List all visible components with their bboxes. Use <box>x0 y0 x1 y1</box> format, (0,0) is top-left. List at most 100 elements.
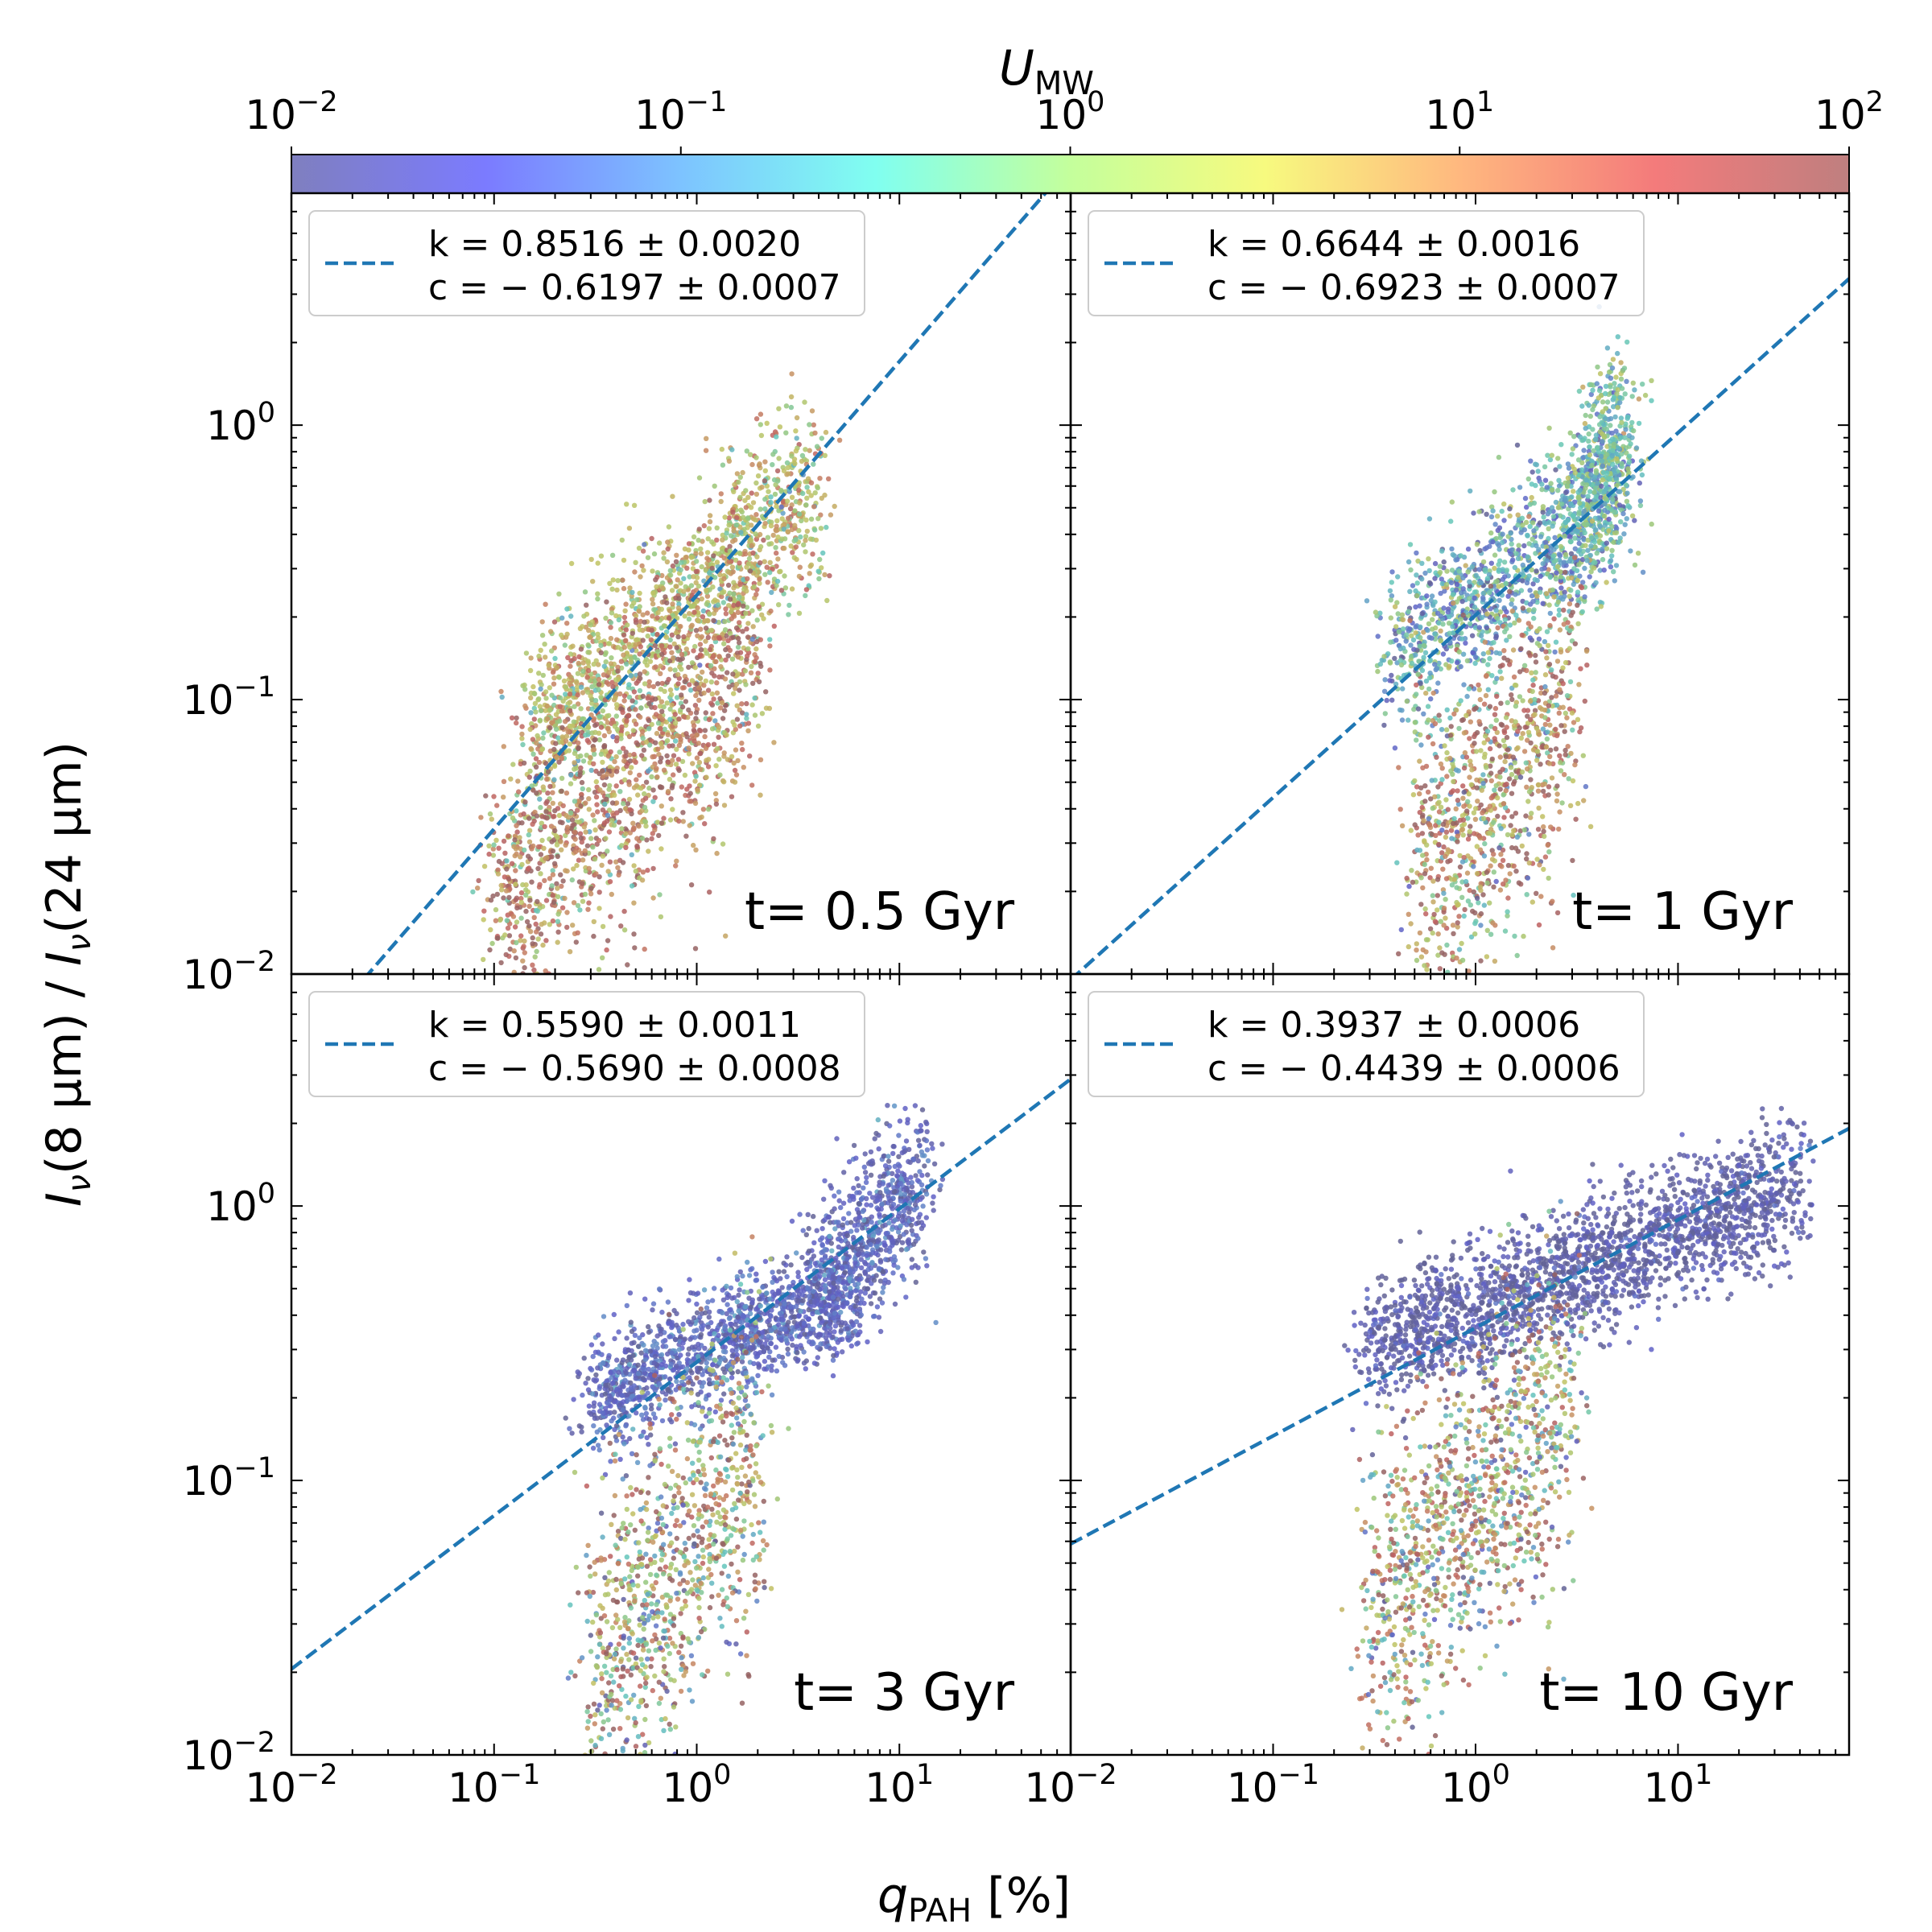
scatter-point-0 <box>1496 543 1502 548</box>
scatter-point-0 <box>1637 498 1644 504</box>
scatter-point-1 <box>749 663 754 670</box>
scatter-point-2 <box>1484 954 1490 960</box>
scatter-point-1 <box>763 689 769 695</box>
scatter-point-0 <box>679 559 684 565</box>
scatter-point-0 <box>1426 675 1433 681</box>
scatter-point-1 <box>708 627 715 634</box>
scatter-point-1 <box>755 723 762 729</box>
scatter-point-0 <box>762 559 767 564</box>
scatter-point-1 <box>632 945 638 951</box>
scatter-point-0 <box>1456 568 1463 574</box>
scatter-point-1 <box>562 895 568 902</box>
scatter-point-0 <box>1414 592 1420 599</box>
scatter-point-0 <box>1473 654 1479 660</box>
scatter-point-0 <box>1640 569 1646 575</box>
scatter-point-1 <box>650 683 657 690</box>
scatter-point-1 <box>735 758 741 764</box>
scatter-point-1 <box>597 787 603 793</box>
scatter-point-1 <box>705 764 712 770</box>
scatter-point-1 <box>1649 398 1654 403</box>
scatter-point-1 <box>535 985 540 989</box>
scatter-point-0 <box>768 523 774 529</box>
scatter-point-0 <box>1582 594 1587 600</box>
scatter-point-0 <box>588 556 594 563</box>
scatter-point-1 <box>654 649 661 654</box>
scatter-point-1 <box>715 745 720 752</box>
scatter-point-1 <box>637 651 642 657</box>
scatter-point-1 <box>1615 334 1621 340</box>
scatter-point-0 <box>1629 513 1636 518</box>
scatter-point-1 <box>605 869 611 874</box>
scatter-point-1 <box>493 918 499 923</box>
scatter-point-1 <box>1586 438 1591 444</box>
scatter-point-0 <box>793 537 799 543</box>
scatter-point-0 <box>1540 601 1546 606</box>
scatter-point-0 <box>1524 504 1530 510</box>
scatter-point-0 <box>1556 612 1562 618</box>
scatter-point-0 <box>621 632 627 638</box>
scatter-point-0 <box>637 687 643 694</box>
scatter-point-1 <box>737 687 742 693</box>
scatter-point-0 <box>663 634 670 640</box>
scatter-point-1 <box>711 553 716 559</box>
scatter-point-0 <box>674 695 680 700</box>
scatter-point-1 <box>1575 577 1581 584</box>
scatter-point-0 <box>1485 650 1492 655</box>
scatter-point-0 <box>1425 627 1430 634</box>
scatter-point-0 <box>1418 647 1424 653</box>
scatter-point-1 <box>665 732 671 737</box>
scatter-point-1 <box>1576 540 1582 547</box>
scatter-point-1 <box>1601 422 1607 427</box>
scatter-point-1 <box>699 634 704 640</box>
scatter-point-0 <box>707 513 713 518</box>
scatter-point-1 <box>588 634 593 640</box>
scatter-point-2 <box>1468 934 1475 940</box>
scatter-point-1 <box>650 823 657 829</box>
scatter-point-1 <box>586 865 592 872</box>
scatter-point-1 <box>572 849 579 855</box>
scatter-point-1 <box>1571 513 1576 518</box>
scatter-point-0 <box>1421 711 1426 716</box>
scatter-point-0 <box>651 607 657 613</box>
scatter-point-2 <box>1584 663 1590 668</box>
scatter-point-0 <box>1491 640 1496 646</box>
scatter-point-0 <box>824 524 829 530</box>
scatter-point-0 <box>1452 618 1459 624</box>
scatter-point-0 <box>779 516 785 522</box>
scatter-point-0 <box>1530 520 1536 526</box>
scatter-point-1 <box>1572 470 1579 476</box>
scatter-point-0 <box>523 650 530 656</box>
scatter-point-0 <box>1477 547 1483 554</box>
scatter-point-0 <box>510 762 516 767</box>
scatter-point-0 <box>1604 580 1609 585</box>
scatter-point-0 <box>1465 569 1471 575</box>
scatter-point-1 <box>747 753 753 759</box>
scatter-point-1 <box>735 644 741 650</box>
scatter-point-1 <box>1612 381 1617 386</box>
scatter-point-0 <box>553 726 559 733</box>
scatter-point-1 <box>1609 453 1616 459</box>
scatter-point-1 <box>723 606 729 612</box>
scatter-point-0 <box>700 613 706 620</box>
scatter-point-1 <box>627 758 634 764</box>
scatter-point-1 <box>609 800 616 806</box>
scatter-point-1 <box>1591 448 1596 454</box>
scatter-point-0 <box>658 687 664 692</box>
scatter-point-1 <box>631 752 637 758</box>
scatter-point-0 <box>703 678 708 684</box>
scatter-point-0 <box>1373 609 1379 615</box>
scatter-point-0 <box>707 518 713 525</box>
scatter-point-0 <box>563 691 568 697</box>
scatter-point-1 <box>498 882 504 889</box>
scatter-point-0 <box>1413 652 1418 658</box>
scatter-point-1 <box>673 559 679 564</box>
scatter-point-0 <box>1518 530 1524 535</box>
scatter-point-0 <box>818 526 824 531</box>
scatter-point-1 <box>603 836 609 841</box>
scatter-point-0 <box>592 751 597 757</box>
scatter-point-1 <box>1576 388 1583 394</box>
scatter-point-0 <box>1448 518 1454 524</box>
scatter-point-0 <box>606 641 613 646</box>
scatter-point-0 <box>1568 551 1575 556</box>
scatter-point-0 <box>1528 458 1534 464</box>
